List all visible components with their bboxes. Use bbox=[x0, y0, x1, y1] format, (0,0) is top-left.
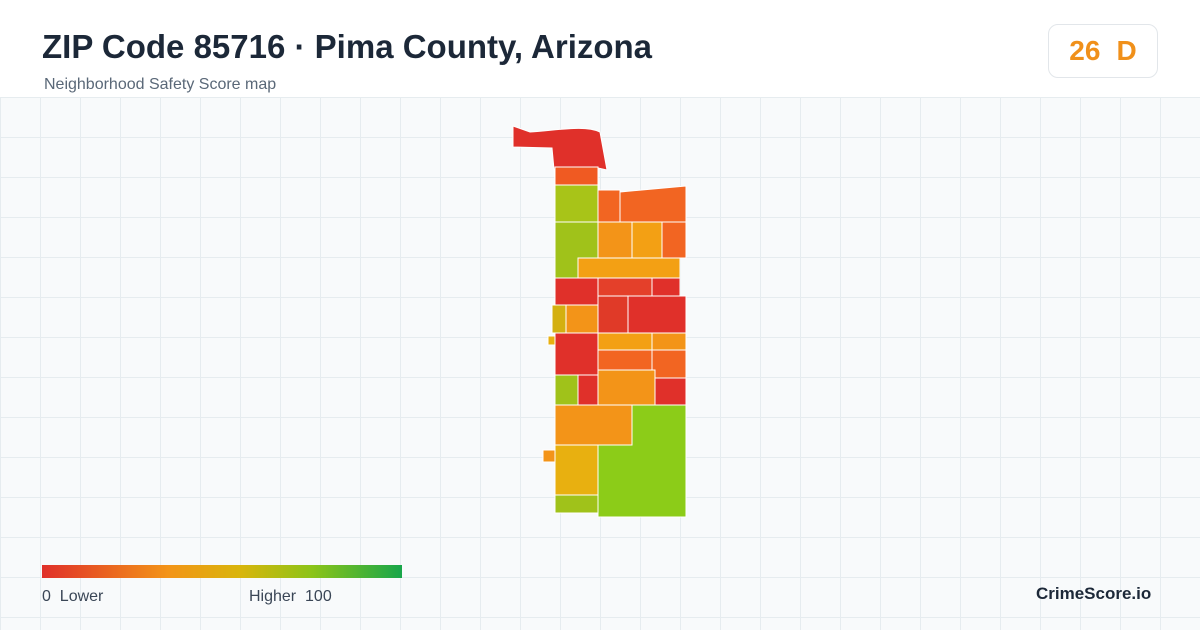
title: ZIP Code 85716 · Pima County, Arizona bbox=[42, 28, 653, 65]
region bbox=[654, 377, 687, 406]
legend-min: 0 Lower bbox=[42, 588, 103, 606]
region bbox=[554, 494, 599, 514]
header-bar bbox=[0, 0, 1200, 97]
region bbox=[551, 304, 567, 334]
region bbox=[597, 404, 687, 518]
region bbox=[597, 221, 633, 261]
region bbox=[554, 184, 599, 223]
legend-max-value: 100 bbox=[305, 588, 332, 605]
region bbox=[577, 374, 599, 406]
score-badge: 26 D bbox=[1048, 24, 1158, 78]
region bbox=[554, 404, 633, 446]
region bbox=[651, 332, 687, 351]
region bbox=[542, 449, 556, 463]
region bbox=[597, 332, 653, 351]
region bbox=[631, 221, 663, 259]
region bbox=[597, 369, 656, 406]
legend-max-label: Higher bbox=[249, 588, 297, 605]
region bbox=[565, 304, 599, 334]
legend-min-value: 0 bbox=[42, 588, 51, 605]
legend-gradient bbox=[42, 565, 402, 578]
region bbox=[597, 189, 621, 223]
region bbox=[554, 277, 599, 306]
score-value: 26 bbox=[1069, 35, 1101, 66]
legend-max: Higher 100 bbox=[249, 588, 332, 606]
brand: CrimeScore.io bbox=[1036, 584, 1152, 603]
region bbox=[651, 277, 681, 297]
region bbox=[651, 349, 687, 379]
region bbox=[554, 332, 599, 376]
score-grade: D bbox=[1116, 35, 1137, 66]
legend-min-label: Lower bbox=[59, 588, 104, 605]
region bbox=[661, 221, 687, 259]
region bbox=[554, 444, 599, 496]
region bbox=[547, 335, 556, 346]
subtitle: Neighborhood Safety Score map bbox=[44, 76, 277, 93]
region bbox=[597, 277, 653, 297]
region bbox=[627, 295, 687, 334]
region bbox=[554, 166, 599, 186]
region bbox=[554, 374, 579, 406]
region bbox=[597, 349, 653, 371]
region bbox=[619, 185, 687, 223]
region bbox=[577, 257, 681, 279]
region bbox=[597, 295, 629, 334]
